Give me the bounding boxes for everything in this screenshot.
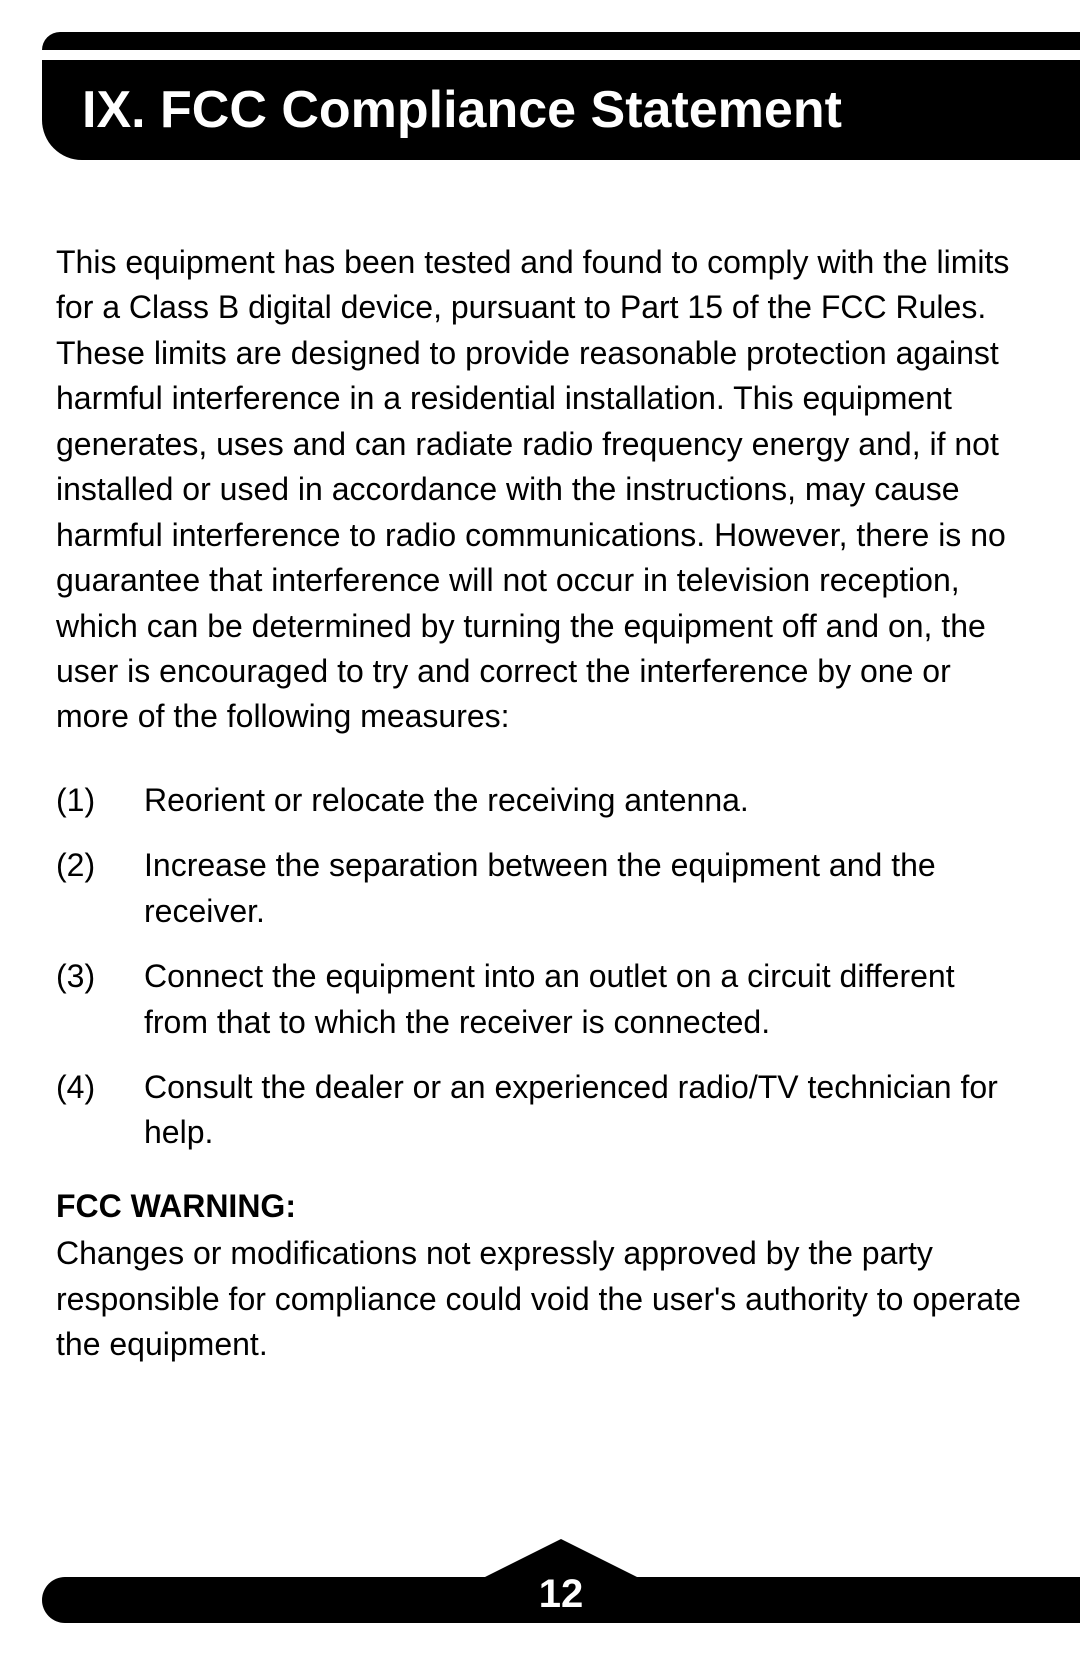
list-item-text: Reorient or relocate the receiving anten… bbox=[144, 778, 1024, 823]
warning-text: Changes or modifications not expressly a… bbox=[56, 1231, 1024, 1367]
section-header: IX. FCC Compliance Statement bbox=[42, 32, 1080, 162]
header-gap bbox=[42, 50, 1080, 60]
intro-paragraph: This equipment has been tested and found… bbox=[56, 240, 1024, 740]
section-title: IX. FCC Compliance Statement bbox=[82, 80, 842, 140]
list-item-number: (3) bbox=[56, 954, 144, 1045]
page-number: 12 bbox=[539, 1572, 584, 1617]
list-item-text: Increase the separation between the equi… bbox=[144, 843, 1024, 934]
list-item: (3) Connect the equipment into an outlet… bbox=[56, 954, 1024, 1045]
footer: 12 bbox=[42, 1553, 1080, 1623]
list-item-number: (4) bbox=[56, 1065, 144, 1156]
list-item-number: (2) bbox=[56, 843, 144, 934]
list-item: (4) Consult the dealer or an experienced… bbox=[56, 1065, 1024, 1156]
body-content: This equipment has been tested and found… bbox=[56, 240, 1024, 1368]
measures-list: (1) Reorient or relocate the receiving a… bbox=[56, 778, 1024, 1156]
header-title-bar: IX. FCC Compliance Statement bbox=[42, 60, 1080, 160]
list-item: (1) Reorient or relocate the receiving a… bbox=[56, 778, 1024, 823]
list-item-number: (1) bbox=[56, 778, 144, 823]
list-item: (2) Increase the separation between the … bbox=[56, 843, 1024, 934]
list-item-text: Consult the dealer or an experienced rad… bbox=[144, 1065, 1024, 1156]
warning-heading: FCC WARNING: bbox=[56, 1184, 1024, 1229]
list-item-text: Connect the equipment into an outlet on … bbox=[144, 954, 1024, 1045]
header-top-accent-bar bbox=[42, 32, 1080, 50]
